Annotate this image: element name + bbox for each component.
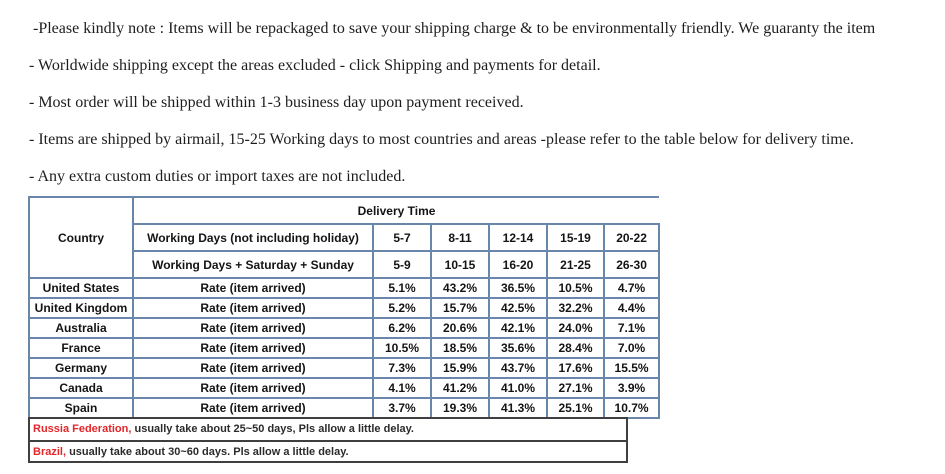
rate-value-cell: 28.4% [546,337,605,359]
rate-value-cell: 3.7% [372,397,432,419]
rate-value-cell: 19.3% [430,397,490,419]
delivery-time-header-cell: Delivery Time [131,196,660,225]
rate-value-cell: 35.6% [488,337,548,359]
country-cell: France [28,337,134,359]
rate-value-cell: 41.0% [488,377,548,399]
rate-value-cell: 15.5% [602,357,661,379]
footnote-country-name: Russia Federation, [33,423,132,435]
rate-value-cell: 7.1% [602,317,661,339]
day-range-cell: 26-30 [602,250,661,279]
rate-value-cell: 5.2% [372,297,432,319]
rate-value-cell: 17.6% [546,357,605,379]
rate-value-cell: 27.1% [546,377,605,399]
rate-label-cell: Rate (item arrived) [132,317,374,339]
rate-value-cell: 15.7% [430,297,490,319]
rate-value-cell: 10.5% [546,277,605,299]
rate-value-cell: 42.5% [488,297,548,319]
rate-value-cell: 42.1% [488,317,548,339]
note-line-repackaged: -Please kindly note : Items will be repa… [33,20,876,37]
day-range-cell: 10-15 [430,250,490,279]
working-days-label: Working Days (not including holiday) [132,223,374,252]
shipping-notes: -Please kindly note : Items will be repa… [29,19,929,204]
note-line-worldwide: - Worldwide shipping except the areas ex… [29,57,601,74]
table-header-row-working-days: Working Days (not including holiday) 5-7… [29,223,661,252]
rate-value-cell: 6.2% [372,317,432,339]
rate-label-cell: Rate (item arrived) [132,297,374,319]
table-row-france: France Rate (item arrived) 10.5% 18.5% 3… [28,337,661,359]
rate-value-cell: 32.2% [546,297,605,319]
day-range-cell: 12-14 [488,223,548,252]
rate-value-cell: 4.4% [602,297,661,319]
footnote-country-name: Brazil, [33,446,67,458]
rate-value-cell: 5.1% [372,277,432,299]
rate-value-cell: 4.7% [602,277,661,299]
rate-value-cell: 41.2% [430,377,490,399]
footnote-text: usually take about 25~50 days, Pls allow… [131,423,414,435]
footnote-text: usually take about 30~60 days. Pls allow… [66,446,349,458]
rate-label-cell: Rate (item arrived) [132,337,374,359]
rate-value-cell: 43.2% [430,277,490,299]
footnote-russia-federation: Russia Federation, usually take about 25… [30,419,626,440]
country-cell: Canada [28,377,134,399]
rate-value-cell: 10.5% [372,337,432,359]
country-cell: Germany [28,357,134,379]
rate-value-cell: 41.3% [488,397,548,419]
working-days-weekend-label: Working Days + Saturday + Sunday [132,250,374,279]
rate-label-cell: Rate (item arrived) [132,357,374,379]
country-header-cell: Country [28,196,134,279]
rate-value-cell: 24.0% [546,317,605,339]
table-row-united-states: United States Rate (item arrived) 5.1% 4… [28,277,661,299]
delivery-footnotes-box: Russia Federation, usually take about 25… [28,417,628,463]
footnote-brazil: Brazil, usually take about 30~60 days. P… [30,440,626,461]
table-row-germany: Germany Rate (item arrived) 7.3% 15.9% 4… [28,357,661,379]
day-range-cell: 20-22 [602,223,661,252]
rate-label-cell: Rate (item arrived) [132,397,374,419]
rate-value-cell: 25.1% [546,397,605,419]
rate-value-cell: 15.9% [430,357,490,379]
country-cell: Australia [28,317,134,339]
rate-value-cell: 3.9% [602,377,661,399]
day-range-cell: 21-25 [546,250,605,279]
rate-value-cell: 36.5% [488,277,548,299]
country-cell: United Kingdom [28,297,134,319]
rate-label-cell: Rate (item arrived) [132,377,374,399]
table-header-row-working-days-weekend: Working Days + Saturday + Sunday 5-9 10-… [29,250,661,279]
table-row-united-kingdom: United Kingdom Rate (item arrived) 5.2% … [28,297,661,319]
rate-value-cell: 7.0% [602,337,661,359]
table-row-australia: Australia Rate (item arrived) 6.2% 20.6%… [28,317,661,339]
rate-value-cell: 43.7% [488,357,548,379]
rate-label-cell: Rate (item arrived) [132,277,374,299]
table-row-spain: Spain Rate (item arrived) 3.7% 19.3% 41.… [28,397,661,419]
day-range-cell: 16-20 [488,250,548,279]
rate-value-cell: 7.3% [372,357,432,379]
note-line-shipping-time: - Most order will be shipped within 1-3 … [29,94,524,111]
table-row-canada: Canada Rate (item arrived) 4.1% 41.2% 41… [28,377,661,399]
country-cell: United States [28,277,134,299]
note-line-airmail: - Items are shipped by airmail, 15-25 Wo… [29,131,854,148]
note-line-custom-duties: - Any extra custom duties or import taxe… [29,168,406,185]
delivery-time-table: Country Delivery Time Working Days (not … [28,196,661,419]
rate-value-cell: 10.7% [602,397,661,419]
table-header-row-delivery: Country Delivery Time [28,196,660,279]
rate-value-cell: 18.5% [430,337,490,359]
day-range-cell: 15-19 [546,223,605,252]
day-range-cell: 5-9 [372,250,432,279]
rate-value-cell: 4.1% [372,377,432,399]
day-range-cell: 5-7 [372,223,432,252]
day-range-cell: 8-11 [430,223,490,252]
rate-value-cell: 20.6% [430,317,490,339]
country-cell: Spain [28,397,134,419]
